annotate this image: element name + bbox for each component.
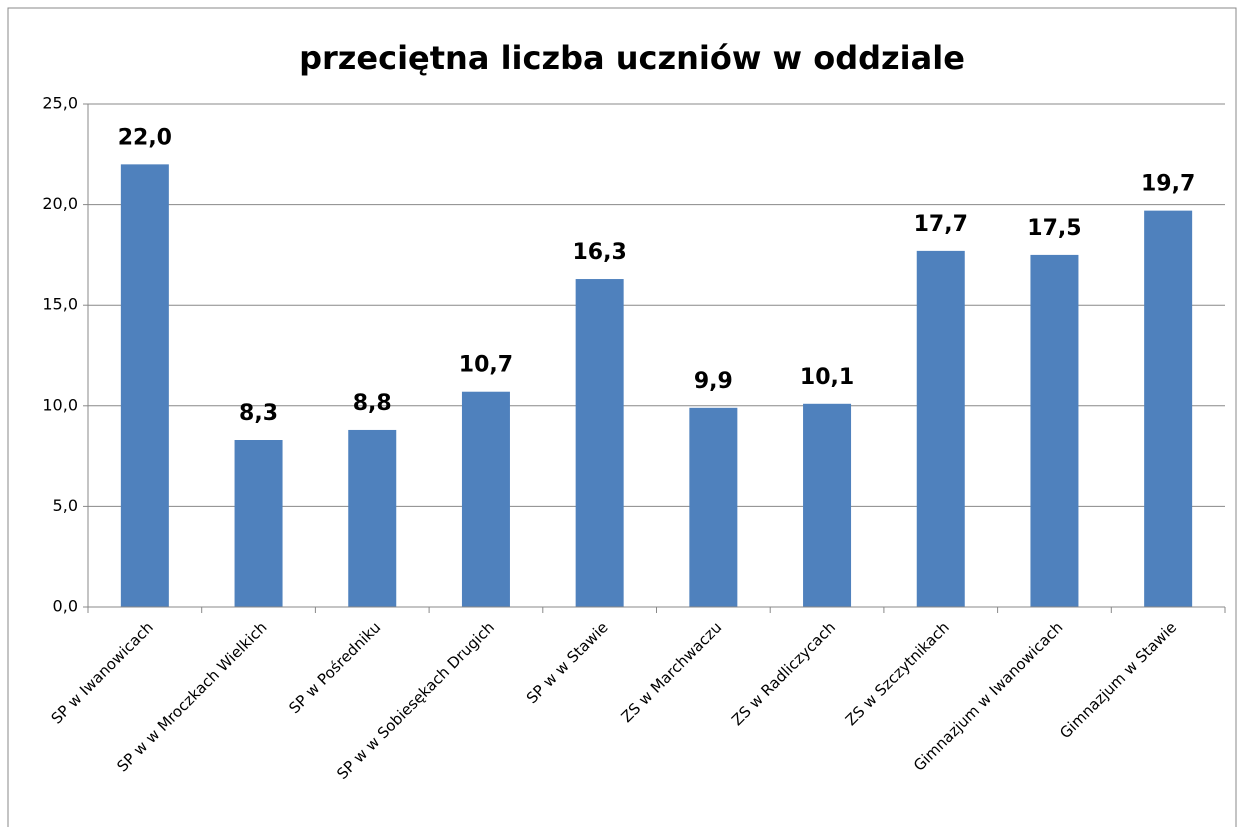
value-label: 9,9 (694, 369, 733, 394)
bar (1144, 210, 1193, 608)
bar (916, 250, 965, 607)
y-tick-label: 20,0 (42, 194, 78, 213)
bar (234, 440, 283, 607)
bar (461, 391, 510, 607)
bar (348, 429, 397, 607)
y-tick-label: 25,0 (42, 94, 78, 113)
value-label: 19,7 (1141, 172, 1195, 197)
y-tick-label: 10,0 (42, 395, 78, 414)
value-label: 10,7 (459, 353, 513, 378)
bar (1030, 254, 1079, 607)
value-label: 8,8 (353, 391, 392, 416)
value-label: 8,3 (239, 401, 278, 426)
value-label: 10,1 (800, 365, 854, 390)
value-label: 17,5 (1027, 216, 1081, 241)
bar (575, 279, 624, 607)
y-tick-label: 5,0 (53, 496, 78, 515)
chart-title: przeciętna liczba uczniów w oddziale (299, 39, 965, 77)
bar (803, 403, 852, 607)
bar (120, 164, 169, 608)
y-tick-label: 15,0 (42, 295, 78, 314)
value-label: 22,0 (118, 125, 172, 150)
y-tick-label: 0,0 (53, 597, 78, 616)
bar (689, 407, 738, 607)
value-label: 16,3 (573, 240, 627, 265)
value-label: 17,7 (914, 212, 968, 237)
